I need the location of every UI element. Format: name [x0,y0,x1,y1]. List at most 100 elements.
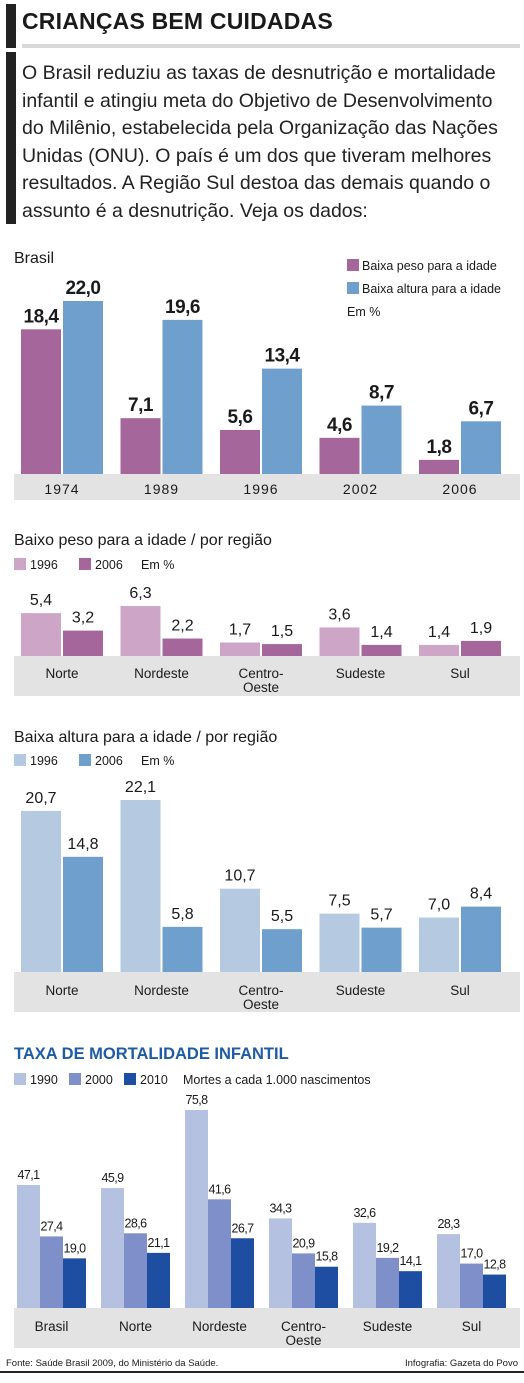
legend-label: 2006 [95,558,123,572]
data-label: 32,6 [354,1206,377,1220]
category-label: Nordeste [134,983,189,998]
data-label: 7,1 [128,395,154,416]
category-label: Nordeste [192,1319,247,1334]
bar-1-4-0 [419,644,459,656]
data-label: 18,4 [24,306,60,327]
legend-swatch [69,1073,81,1085]
data-label: 19,2 [377,1241,400,1255]
data-label: 47,1 [18,1168,41,1182]
bar-0-2-0 [220,429,260,474]
data-label: 22,1 [125,779,156,796]
unit-label: Em % [141,558,174,572]
data-label: 7,5 [328,893,350,910]
category-label: 1989 [144,481,179,497]
data-label: 8,7 [369,383,394,404]
legend-label: 2010 [140,1073,168,1087]
bar-0-2-1 [262,368,302,474]
category-label: Oeste [243,997,279,1012]
legend-swatch [79,558,91,570]
category-label: Centro- [238,983,283,998]
bar-3-3-2 [315,1266,338,1308]
bar-2-1-1 [162,926,203,972]
category-label: Norte [119,1319,152,1334]
bar-0-4-0 [419,459,459,474]
bar-1-1-1 [162,638,203,656]
data-label: 1,8 [427,437,452,458]
bar-0-4-1 [461,421,501,474]
data-label: 1,7 [229,622,251,639]
bar-2-2-0 [220,888,260,972]
data-label: 22,0 [66,278,101,299]
bar-0-3-1 [361,405,402,474]
chart-panel-1 [14,656,520,696]
unit-label: Mortes a cada 1.000 nascimentos [183,1073,371,1087]
bar-1-2-1 [262,644,302,656]
bar-2-3-1 [361,927,402,972]
bar-3-3-1 [292,1253,315,1308]
chart-panel-3 [14,1308,520,1348]
bar-2-1-0 [120,800,161,972]
bar-2-0-0 [21,810,61,972]
data-label: 8,4 [470,886,492,903]
intro-accent-bar [6,52,16,224]
data-label: 10,7 [224,868,255,885]
bar-0-0-0 [21,329,61,474]
bar-3-1-1 [124,1233,147,1308]
bar-3-2-0 [185,1110,208,1308]
footer-source: Fonte: Saúde Brasil 2009, do Ministério … [6,1358,218,1369]
legend-label: 1990 [30,1073,58,1087]
data-label: 14,8 [67,836,98,853]
bar-2-4-1 [461,906,501,972]
category-label: 1974 [44,481,79,497]
legend-swatch [347,259,359,271]
data-label: 5,8 [171,906,193,923]
legend-swatch [347,282,359,294]
category-label: 2006 [442,481,477,497]
bar-2-4-0 [419,917,459,972]
data-label: 1,4 [428,624,450,641]
bar-3-5-2 [483,1274,506,1308]
category-label: Nordeste [134,666,189,681]
legend-swatch [14,558,26,570]
chart-title: Baixa altura para a idade / por região [14,729,277,746]
bar-3-1-2 [147,1252,170,1308]
data-label: 3,2 [72,610,94,627]
legend-label: Baixa altura para a idade [362,282,501,296]
data-label: 7,0 [428,897,450,914]
category-label: Sul [450,983,470,998]
intro-text: O Brasil reduziu as taxas de desnutrição… [22,62,498,222]
footer-rule [0,1371,524,1373]
category-label: Oeste [285,1333,321,1348]
data-label: 14,1 [400,1254,423,1268]
data-label: 26,7 [232,1221,255,1235]
bar-1-0-1 [63,630,103,656]
category-label: Centro- [238,666,283,681]
bar-2-0-1 [63,856,103,972]
data-label: 4,6 [327,415,352,436]
legend-label: Baixa peso para a idade [362,259,497,273]
chart-panel-0 [14,474,520,500]
data-label: 75,8 [186,1093,209,1107]
data-label: 28,3 [438,1217,461,1231]
category-label: Brasil [35,1319,69,1334]
bar-3-1-0 [101,1188,124,1308]
bar-0-0-1 [63,301,103,474]
data-label: 21,1 [148,1236,171,1250]
data-label: 15,8 [316,1250,339,1264]
data-label: 41,6 [209,1182,232,1196]
bar-3-4-1 [376,1257,399,1308]
data-label: 13,4 [265,346,301,367]
unit-label: Em % [141,754,174,768]
bar-3-5-0 [437,1234,460,1308]
data-label: 1,5 [271,623,293,640]
data-label: 6,3 [129,585,151,602]
data-label: 27,4 [41,1219,64,1233]
category-label: Sul [462,1319,482,1334]
data-label: 5,4 [30,592,52,609]
footer-credit: Infografia: Gazeta do Povo [405,1358,518,1369]
chart-title: Brasil [14,250,54,267]
bar-3-0-1 [40,1236,63,1308]
bar-3-2-1 [208,1199,231,1308]
title-accent-bar [6,4,16,48]
